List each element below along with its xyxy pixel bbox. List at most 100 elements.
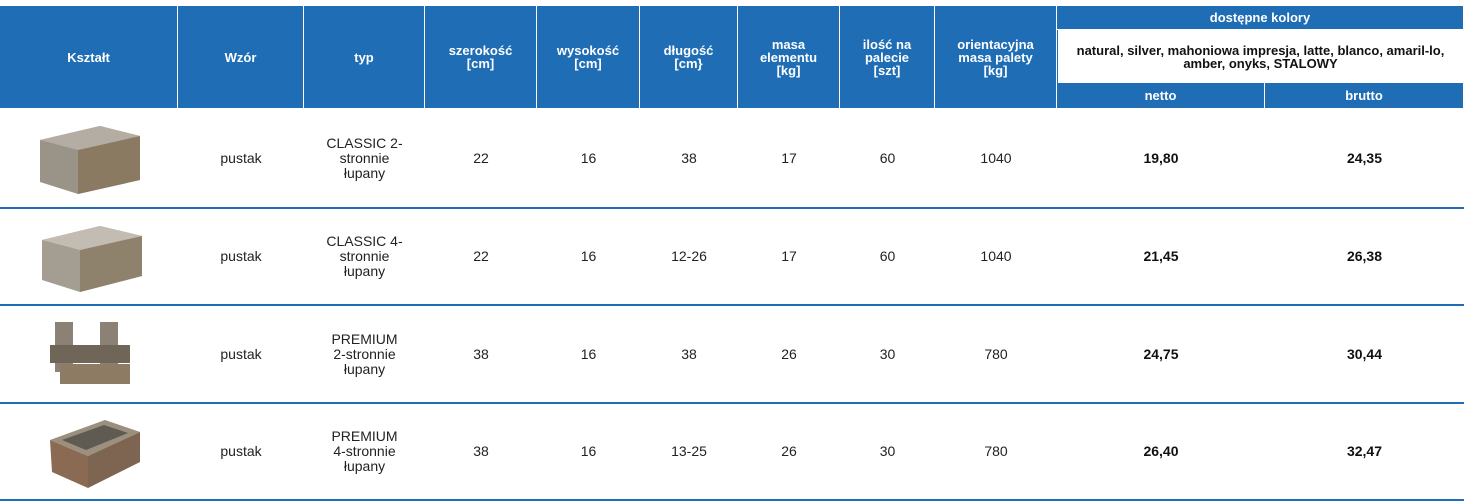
cell: 38 — [425, 305, 537, 403]
cell: PREMIUM 4-stronnie łupany — [304, 403, 425, 500]
text: 16 — [581, 347, 597, 362]
text: Kształt — [67, 51, 110, 64]
text: 13-25 — [671, 444, 707, 459]
cell: 60 — [840, 208, 935, 305]
text: 30 — [880, 347, 896, 362]
text: PREMIUM 4-stronnie łupany — [325, 429, 405, 474]
text: typ — [354, 51, 374, 64]
text: 38 — [473, 444, 489, 459]
column-header: wysokość [cm] — [537, 6, 640, 108]
text: 780 — [984, 444, 1007, 459]
text: ilość na palecie [szt] — [852, 38, 922, 77]
text: 60 — [880, 249, 896, 264]
text: 19,80 — [1143, 151, 1178, 166]
cell: CLASSIC 2-stronnie łupany — [304, 108, 425, 208]
text: 1040 — [980, 151, 1011, 166]
cell: 21,45 — [1057, 208, 1265, 305]
text: 22 — [473, 249, 489, 264]
row-separator — [0, 499, 1464, 501]
cell: 22 — [425, 208, 537, 305]
cell: pustak — [178, 208, 304, 305]
cell: pustak — [178, 108, 304, 208]
cell: 30,44 — [1265, 305, 1464, 403]
text: 16 — [581, 151, 597, 166]
text: 38 — [681, 347, 697, 362]
text: 38 — [473, 347, 489, 362]
cell: 38 — [640, 108, 738, 208]
text: 30,44 — [1347, 347, 1382, 362]
cell: 26,38 — [1265, 208, 1464, 305]
text: 16 — [581, 444, 597, 459]
cell: 17 — [738, 108, 840, 208]
text: pustak — [220, 444, 261, 459]
cell: PREMIUM 2-stronnie łupany — [304, 305, 425, 403]
cell: 16 — [537, 208, 640, 305]
cell: pustak — [178, 403, 304, 500]
text: 60 — [880, 151, 896, 166]
cell: 1040 — [935, 108, 1057, 208]
text: pustak — [220, 151, 261, 166]
column-header: szerokość [cm] — [425, 6, 537, 108]
text: 24,75 — [1143, 347, 1178, 362]
text: CLASSIC 2-stronnie łupany — [325, 136, 405, 181]
cell: pustak — [178, 305, 304, 403]
text: pustak — [220, 249, 261, 264]
cell: 24,35 — [1265, 108, 1464, 208]
text: 780 — [984, 347, 1007, 362]
column-header: ilość na palecie [szt] — [840, 6, 935, 108]
column-header: masa elementu [kg] — [738, 6, 840, 108]
cell: 1040 — [935, 208, 1057, 305]
cell: 780 — [935, 403, 1057, 500]
block-image — [40, 126, 140, 194]
text: 17 — [781, 249, 797, 264]
text: dostępne kolory — [1210, 11, 1310, 24]
text: 21,45 — [1143, 249, 1178, 264]
text: 1040 — [980, 249, 1011, 264]
text: 26 — [781, 347, 797, 362]
cell: 32,47 — [1265, 403, 1464, 500]
cell: 19,80 — [1057, 108, 1265, 208]
cell: 26 — [738, 305, 840, 403]
text: orientacyjna masa palety [kg] — [948, 38, 1043, 77]
text: 26,40 — [1143, 444, 1178, 459]
column-header: typ — [304, 6, 425, 108]
text: 26,38 — [1347, 249, 1382, 264]
text: 32,47 — [1347, 444, 1382, 459]
page: Kształt Wzór typ szerokość [cm] wysokość [cm… — [0, 0, 1464, 502]
cell: 24,75 — [1057, 305, 1265, 403]
column-header: orientacyjna masa palety [kg] — [935, 6, 1057, 108]
netto-header: netto — [1057, 83, 1265, 108]
cell: 17 — [738, 208, 840, 305]
text: PREMIUM 2-stronnie łupany — [325, 332, 405, 377]
text: 16 — [581, 249, 597, 264]
text: Wzór — [225, 51, 257, 64]
text: natural, silver, mahoniowa impresja, lat… — [1066, 44, 1456, 70]
block-image — [50, 322, 130, 384]
cell: 26 — [738, 403, 840, 500]
cell: 38 — [640, 305, 738, 403]
text: CLASSIC 4-stronnie łupany — [325, 234, 405, 279]
cell: 13-25 — [640, 403, 738, 500]
colors-list: natural, silver, mahoniowa impresja, lat… — [1057, 30, 1464, 83]
text: 22 — [473, 151, 489, 166]
cell: 16 — [537, 108, 640, 208]
text: 24,35 — [1347, 151, 1382, 166]
cell: 26,40 — [1057, 403, 1265, 500]
cell: 16 — [537, 305, 640, 403]
text: netto — [1145, 89, 1177, 102]
text: szerokość [cm] — [446, 44, 516, 70]
cell: 38 — [425, 403, 537, 500]
cell: 780 — [935, 305, 1057, 403]
cell: 30 — [840, 403, 935, 500]
text: 26 — [781, 444, 797, 459]
cell: 30 — [840, 305, 935, 403]
text: masa elementu [kg] — [754, 38, 824, 77]
text: wysokość [cm] — [553, 44, 623, 70]
colors-title: dostępne kolory — [1057, 6, 1464, 30]
cell: 16 — [537, 403, 640, 500]
text: 30 — [880, 444, 896, 459]
block-image — [42, 226, 142, 292]
block-image — [50, 420, 140, 488]
cell: 22 — [425, 108, 537, 208]
text: 17 — [781, 151, 797, 166]
